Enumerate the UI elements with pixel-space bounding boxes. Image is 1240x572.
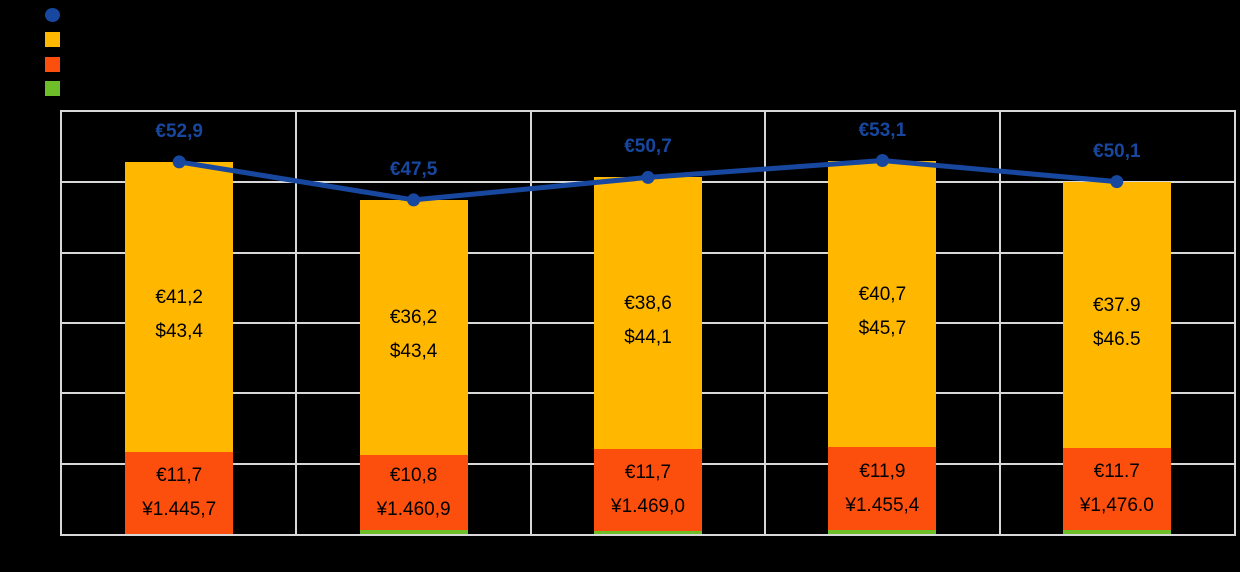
legend-item-green-segment <box>45 77 60 102</box>
bar-label-line: ¥1.469,0 <box>611 496 685 518</box>
bar-label-red-segment-1: €11,7 ¥1.445,7 <box>125 459 233 527</box>
bar-label-yellow-segment-1: €41,2 $43,4 <box>125 281 233 349</box>
line-layer <box>172 154 1124 207</box>
red-segment-legend-marker-icon <box>45 56 60 72</box>
bar-label-red-segment-4: €11,9 ¥1.455,4 <box>828 455 936 523</box>
labels-layer: €11,7 ¥1.445,7 €41,2 $43,4 €10,8 ¥1.460,9 €36,… <box>62 112 1234 534</box>
bar-segment-red-segment-1 <box>125 451 234 534</box>
gridline-vertical <box>529 112 532 534</box>
line-marker-icon <box>641 170 655 184</box>
bar-label-line: ¥1,476.0 <box>1079 495 1154 517</box>
bar-label-line: €38,6 <box>624 293 672 315</box>
line-point-label: €53,1 <box>858 119 907 141</box>
gridline-vertical <box>295 112 298 534</box>
bar-label-yellow-segment-2: €36,2 $43,4 <box>360 301 468 369</box>
bar-segment-green-segment-3 <box>594 531 702 534</box>
bar-label-line: $45,7 <box>858 317 907 339</box>
bar-label-line: $44,1 <box>624 327 672 349</box>
bar-label-line: €11,9 <box>859 460 906 482</box>
gridline-vertical <box>998 112 1001 534</box>
bar-segment-green-segment-5 <box>1062 530 1171 534</box>
bar-label-line: €37.9 <box>1093 294 1141 316</box>
bar-segment-yellow-segment-3 <box>594 177 702 449</box>
bar-segment-yellow-segment-5 <box>1062 181 1171 449</box>
green-segment-legend-marker-icon <box>45 81 60 97</box>
bar-label-line: €40,7 <box>858 283 907 305</box>
bar-label-yellow-segment-5: €37.9 $46.5 <box>1063 289 1171 357</box>
bar-segment-red-segment-4 <box>828 446 937 531</box>
line-point-label: €52,9 <box>155 120 203 142</box>
plot-area: €11,7 ¥1.445,7 €41,2 $43,4 €10,8 ¥1.460,9 €36,… <box>60 110 1236 536</box>
line-marker-icon <box>875 154 889 168</box>
gridline-vertical <box>764 112 767 534</box>
bar-label-line: €36,2 <box>389 307 438 329</box>
bar-segment-yellow-segment-4 <box>828 160 937 447</box>
total-line-legend-marker-icon <box>45 8 60 23</box>
bar-segment-green-segment-4 <box>828 530 937 534</box>
bar-label-line: ¥1.460,9 <box>376 498 451 520</box>
chart-legend <box>45 3 60 101</box>
legend-item-yellow-segment <box>45 28 60 53</box>
bar-label-line: €10,8 <box>389 464 438 486</box>
bar-label-line: $46.5 <box>1093 328 1141 350</box>
bar-label-red-segment-3: €11,7 ¥1.469,0 <box>594 456 702 524</box>
bar-label-red-segment-2: €10,8 ¥1.460,9 <box>360 459 468 527</box>
bar-label-line: €11.7 <box>1093 461 1140 483</box>
line-point-label: €50,7 <box>624 136 672 158</box>
bar-label-line: €11,7 <box>624 462 672 484</box>
line-marker-icon <box>172 155 186 169</box>
line-marker-icon <box>1110 175 1124 189</box>
bar-label-line: $43,4 <box>155 320 203 342</box>
bar-label-line: €41,2 <box>155 286 203 308</box>
bar-label-yellow-segment-3: €38,6 $44,1 <box>594 287 702 355</box>
bar-label-line: ¥1.445,7 <box>142 498 217 520</box>
bars-layer <box>62 112 1234 534</box>
bar-segment-red-segment-5 <box>1062 448 1171 531</box>
line-marker-icon <box>407 193 421 207</box>
bar-label-line: $43,4 <box>389 341 438 363</box>
bar-label-line: €11,7 <box>156 464 203 486</box>
bar-segment-red-segment-2 <box>359 454 468 531</box>
bar-segment-red-segment-3 <box>594 448 702 532</box>
bar-label-line: ¥1.455,4 <box>845 494 920 516</box>
line-point-label: €50,1 <box>1093 140 1141 162</box>
bar-segment-yellow-segment-2 <box>359 199 468 455</box>
legend-item-red-segment <box>45 52 60 77</box>
bar-label-red-segment-5: €11.7 ¥1,476.0 <box>1063 455 1171 523</box>
bar-label-yellow-segment-4: €40,7 $45,7 <box>828 278 936 346</box>
line-point-label: €47,5 <box>389 158 438 180</box>
bar-segment-green-segment-2 <box>359 530 468 534</box>
legend-item-total-line <box>45 3 60 28</box>
bar-segment-yellow-segment-1 <box>125 161 234 452</box>
yellow-segment-legend-marker-icon <box>45 32 60 48</box>
